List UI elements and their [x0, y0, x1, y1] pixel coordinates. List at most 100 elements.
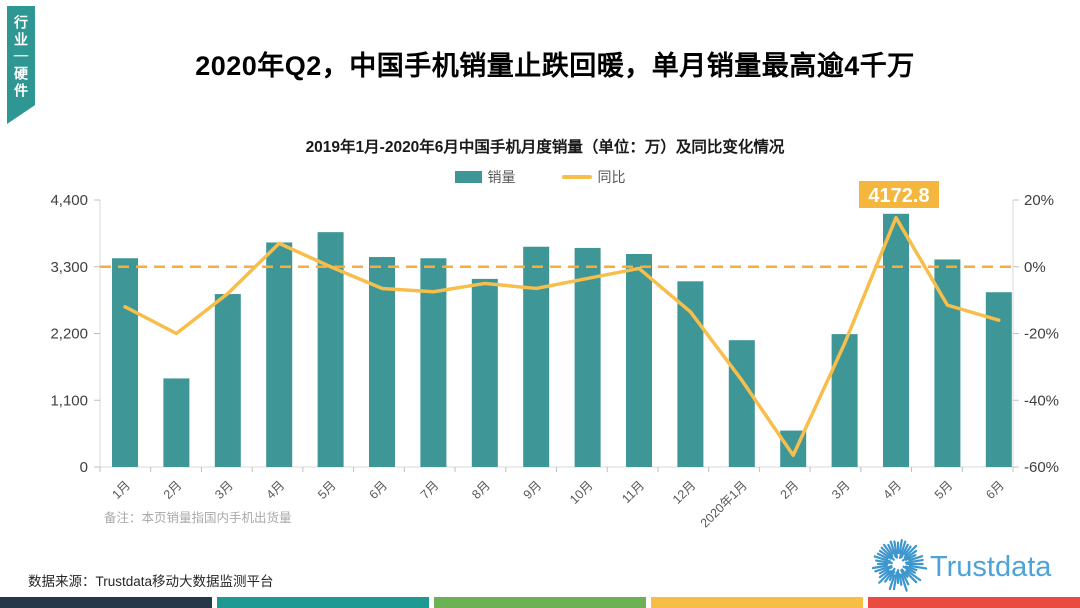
max-value-badge	[859, 181, 939, 208]
x-axis-label: 6月	[983, 478, 1007, 502]
x-axis-label: 6月	[366, 478, 390, 502]
x-axis-label: 9月	[521, 478, 545, 502]
burst-ray	[900, 573, 908, 592]
burst-ray	[898, 572, 903, 586]
burst-ray	[876, 552, 889, 560]
burst-ray	[898, 538, 903, 555]
burst-ray	[908, 555, 924, 562]
category-ribbon: 行业｜硬件	[7, 6, 35, 124]
burst-ray	[874, 565, 893, 573]
burst-ray	[905, 569, 922, 582]
burst-ray	[905, 554, 917, 561]
y-axis-label-right: -20%	[1024, 326, 1059, 343]
burst-ray	[878, 549, 892, 560]
burst-ray	[884, 567, 896, 583]
strip-segment-navy	[0, 597, 212, 608]
y-axis-label-right: 20%	[1024, 192, 1054, 209]
y-axis-label-left: 4,400	[50, 192, 88, 209]
burst-ray	[903, 545, 912, 556]
page-title: 2020年Q2，中国手机销量止跌回暖，单月销量最高逾4千万	[195, 51, 915, 81]
sales-bar	[369, 257, 395, 467]
x-axis-label: 5月	[932, 478, 956, 502]
chart-legend: 销量 同比	[0, 167, 1080, 187]
x-axis-label: 2月	[778, 478, 802, 502]
burst-ray	[900, 569, 910, 586]
burst-ray	[898, 540, 907, 559]
burst-ray	[893, 540, 899, 559]
category-ribbon-label: 行业｜硬件	[13, 15, 29, 100]
sales-bar	[163, 378, 190, 467]
sales-bar	[214, 294, 241, 467]
legend-item-sales: 销量	[454, 167, 516, 187]
sales-bar	[471, 278, 498, 467]
strip-segment-red	[868, 597, 1080, 608]
burst-ray	[889, 540, 897, 558]
burst-ray	[880, 546, 895, 561]
burst-ray	[875, 559, 893, 565]
chart-note: 备注：本页销量指国内手机出货量	[104, 511, 292, 525]
strip-segment-orange	[651, 597, 863, 608]
sales-bar	[112, 258, 138, 467]
strip-segment-teal	[217, 597, 429, 608]
x-axis-label: 11月	[619, 478, 647, 506]
y-axis-label-right: 0%	[1024, 259, 1046, 276]
line-swatch-icon	[561, 175, 592, 179]
x-axis-label: 3月	[212, 478, 236, 502]
legend-label-yoy: 同比	[597, 169, 626, 185]
x-axis-label: 4月	[264, 478, 288, 502]
burst-ray	[888, 574, 896, 591]
burst-ray	[888, 570, 896, 582]
yoy-line	[123, 215, 1001, 458]
sales-bar	[626, 254, 652, 467]
burst-ray	[882, 543, 894, 558]
legend-item-yoy: 同比	[561, 167, 626, 187]
x-axis-label: 12月	[670, 478, 699, 507]
burst-ray	[904, 565, 918, 572]
x-axis-label: 5月	[315, 478, 339, 502]
bar-swatch-icon	[454, 171, 482, 183]
x-axis-label: 3月	[829, 478, 853, 502]
x-axis-label: 4月	[880, 478, 904, 502]
burst-ray	[871, 564, 888, 570]
burst-ray	[878, 569, 890, 579]
burst-ray	[878, 570, 892, 584]
burst-ray	[904, 558, 924, 564]
x-axis-label: 2月	[161, 478, 185, 502]
burst-ray	[900, 543, 909, 559]
trustdata-logo-text: Trustdata	[930, 551, 1052, 583]
y-axis-label-left: 1,100	[50, 392, 88, 409]
max-value-label: 4172.8	[868, 185, 929, 207]
sales-bar	[728, 340, 755, 467]
burst-ray	[904, 570, 918, 584]
burst-ray	[873, 555, 892, 563]
x-axis-label: 7月	[418, 478, 442, 502]
y-axis-label-right: -40%	[1024, 392, 1059, 409]
trustdata-logo: Trustdata	[871, 538, 1052, 592]
data-source-text: 数据来源：Trustdata移动大数据监测平台	[28, 574, 274, 589]
y-axis-label-right: -60%	[1024, 459, 1059, 476]
burst-ray	[902, 565, 917, 574]
sales-bar	[266, 242, 293, 467]
burst-ray	[908, 564, 928, 570]
burst-ray	[887, 543, 894, 555]
y-axis-label-left: 3,300	[50, 259, 88, 276]
y-axis-label-left: 2,200	[50, 326, 88, 343]
burst-ray	[892, 571, 898, 591]
sales-bar	[574, 247, 601, 467]
sales-bar	[934, 259, 961, 467]
sales-bar	[523, 246, 550, 467]
strip-segment-green	[434, 597, 646, 608]
y-axis-label-left: 0	[80, 459, 88, 476]
burst-ray	[903, 544, 918, 559]
sales-bar	[677, 281, 704, 467]
bottom-color-strip	[0, 597, 1080, 608]
sales-bar	[831, 334, 858, 467]
chart-title: 2019年1月-2020年6月中国手机月度销量（单位：万）及同比变化情况	[305, 139, 785, 156]
burst-ray	[900, 568, 909, 579]
burst-ray	[878, 566, 893, 575]
burst-ray	[901, 549, 918, 562]
trustdata-burst-icon	[871, 538, 928, 592]
x-axis-label: 8月	[469, 478, 493, 502]
